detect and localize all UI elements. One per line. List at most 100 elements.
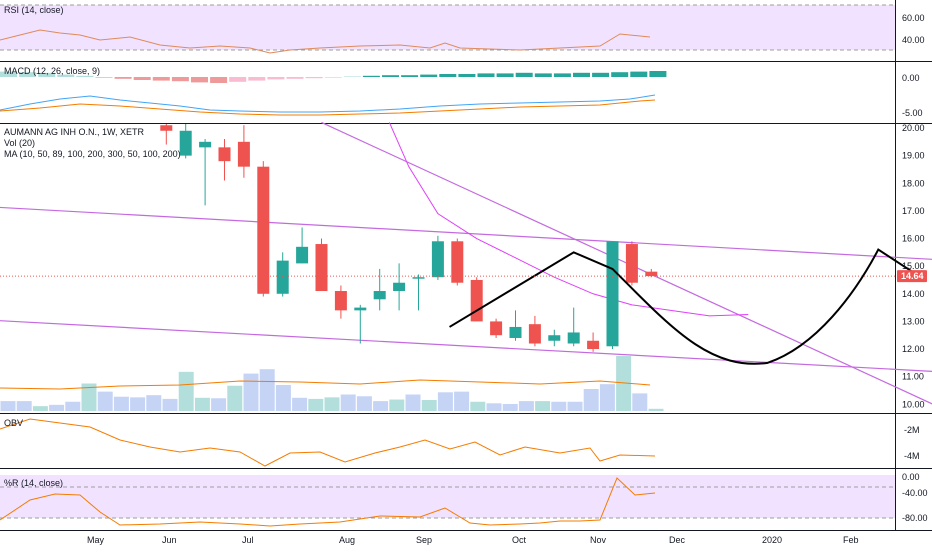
volume-bar (98, 392, 113, 411)
price-tick: 18.00 (902, 178, 925, 188)
macd-hist-bar (439, 74, 456, 77)
candle-body (335, 291, 347, 310)
volume-bar (487, 403, 502, 411)
candle-body (199, 142, 211, 148)
macd-hist-bar (306, 77, 323, 78)
macd-title: MACD (12, 26, close, 9) (4, 66, 100, 76)
macd-hist-bar (401, 75, 418, 77)
price-axis[interactable]: 20.0019.0018.0017.0016.0015.0014.0013.00… (902, 123, 925, 409)
time-label-oct: Oct (512, 535, 527, 545)
macd-hist-bar (191, 77, 208, 82)
time-label-dec: Dec (669, 535, 686, 545)
macd-hist-bar (420, 75, 437, 77)
wr-title: %R (14, close) (4, 478, 63, 488)
time-label-may: May (87, 535, 105, 545)
candle-body (238, 142, 250, 167)
candle-body (354, 308, 366, 311)
volume-bar (438, 392, 453, 411)
macd-hist-bar (96, 77, 113, 78)
volume-bar (308, 399, 323, 411)
rsi-title: RSI (14, close) (4, 5, 64, 15)
wr-tick-40: -40.00 (902, 488, 928, 498)
volume-bar (146, 395, 161, 411)
candle-body (219, 147, 231, 161)
candle (432, 236, 444, 280)
candle-body (160, 125, 172, 131)
volume-bar (130, 397, 145, 411)
volume-bar (535, 401, 550, 411)
volume-bar (292, 398, 307, 411)
price-tick: 15.00 (902, 261, 925, 271)
volume-bar (584, 389, 599, 411)
candle-body (490, 321, 502, 335)
price-tick: 12.00 (902, 344, 925, 354)
wr-tick-80: -80.00 (902, 513, 928, 523)
candle (316, 239, 328, 291)
price-tick: 10.00 (902, 399, 925, 409)
macd-hist-bar (630, 72, 647, 77)
volume-bar (519, 401, 534, 411)
macd-hist-bar (134, 77, 151, 80)
volume-bar (406, 395, 421, 412)
volume-bar (325, 397, 340, 411)
macd-hist-bar (153, 77, 170, 81)
macd-hist-bar (287, 77, 304, 79)
volume-bar (211, 398, 226, 411)
volume-bar (65, 402, 80, 411)
price-tick: 14.00 (902, 289, 925, 299)
wr-band (0, 475, 895, 518)
candle-body (413, 277, 425, 279)
main-pane[interactable] (0, 124, 895, 413)
obv-tick-2m: -2M (904, 425, 920, 435)
candle-body (568, 332, 580, 343)
time-label-sep: Sep (416, 535, 432, 545)
volume-bar (341, 395, 356, 412)
macd-hist-bar (115, 77, 132, 79)
macd-hist-bar (649, 71, 666, 77)
price-tick: 17.00 (902, 206, 925, 216)
candle (607, 241, 619, 349)
volume-bar (357, 396, 372, 411)
volume-bar (1, 401, 16, 411)
volume-bar (195, 398, 210, 411)
time-axis[interactable]: May Jun Jul Aug Sep Oct Nov Dec 2020 Feb (87, 535, 859, 545)
volume-bar (551, 402, 566, 411)
candle-body (374, 291, 386, 299)
obv-pane[interactable] (0, 415, 895, 467)
candle-body (393, 283, 405, 291)
macd-hist-bar (229, 77, 246, 82)
macd-hist-bar (267, 77, 284, 79)
macd-hist-bar (573, 73, 590, 77)
price-tick: 20.00 (902, 123, 925, 133)
time-label-nov: Nov (590, 535, 607, 545)
candle-body (257, 167, 269, 294)
candle-body (626, 244, 638, 283)
candle-body (471, 280, 483, 321)
volume-bar (649, 409, 664, 411)
macd-hist-bar (516, 73, 533, 77)
time-label-feb: Feb (843, 535, 859, 545)
volume-bar (470, 402, 485, 411)
rsi-tick-60: 60.00 (902, 13, 925, 23)
price-tick: 13.00 (902, 316, 925, 326)
volume-bar (17, 401, 32, 411)
time-label-jul: Jul (242, 535, 254, 545)
main-legend-vol: Vol (20) (4, 138, 35, 148)
macd-pane[interactable] (0, 62, 895, 122)
volume-bar (454, 392, 469, 411)
obv-title: OBV (4, 418, 23, 428)
price-tick: 11.00 (902, 372, 924, 382)
rsi-band (0, 5, 895, 50)
macd-hist-bar (210, 77, 227, 83)
candle (626, 241, 638, 285)
volume-bar (114, 397, 129, 411)
macd-hist-bar (535, 73, 552, 77)
candle-body (645, 272, 657, 276)
main-legend-ma: MA (10, 50, 89, 100, 200, 300, 50, 100, … (4, 149, 181, 159)
last-price-label: 14.64 (901, 271, 924, 281)
candle-body (316, 244, 328, 291)
volume-bar (373, 401, 388, 411)
candle (451, 239, 463, 286)
volume-bar (632, 393, 647, 411)
